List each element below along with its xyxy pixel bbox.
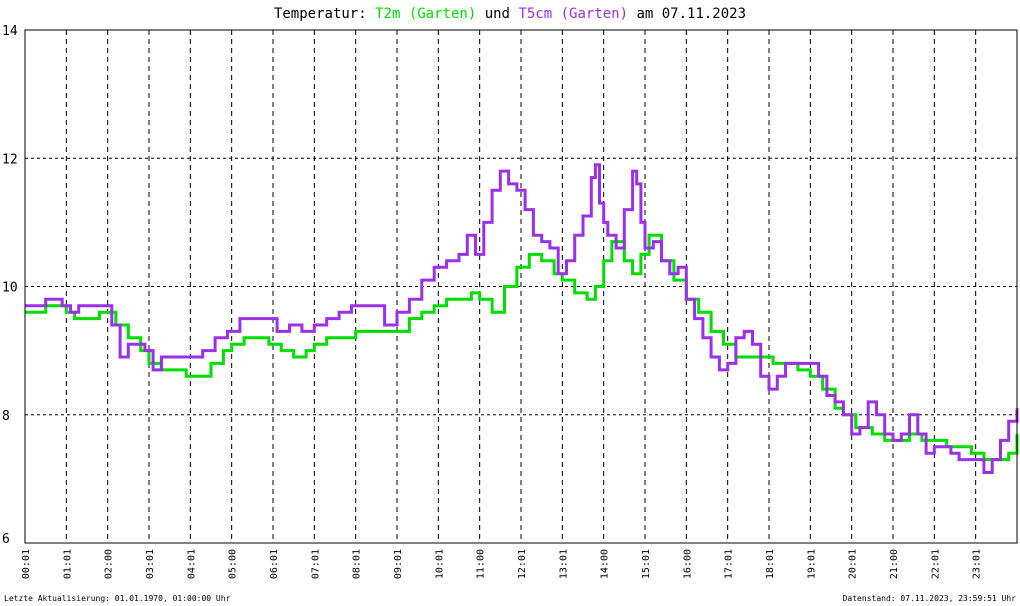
x-tick-label: 14:00 (600, 549, 611, 579)
x-tick-label: 00:01 (21, 549, 32, 579)
x-tick-label: 02:00 (104, 549, 115, 579)
title-series2: T5cm (Garten) (518, 6, 628, 22)
x-tick-label: 03:01 (145, 549, 156, 579)
x-axis-labels: 00:01 01:01 02:00 03:01 04:01 05:00 06:01 07:01… (21, 549, 983, 579)
x-tick-label: 12:01 (517, 549, 528, 579)
title-prefix: Temperatur: (274, 6, 367, 22)
x-tick-label: 08:01 (352, 549, 363, 579)
y-tick-label: 14 (2, 24, 18, 39)
x-tick-label: 22:01 (930, 549, 941, 579)
x-tick-label: 05:00 (228, 549, 239, 579)
y-axis-labels: 6 8 10 12 14 (2, 24, 18, 547)
x-tick-label: 19:01 (806, 549, 817, 579)
x-tick-label: 13:01 (558, 549, 569, 579)
x-tick-label: 06:01 (269, 549, 280, 579)
x-tick-label: 11:00 (476, 549, 487, 579)
x-tick-label: 01:01 (62, 549, 73, 579)
y-tick-label: 10 (2, 281, 18, 296)
footer-last-update: Letzte Aktualisierung: 01.01.1970, 01:00… (4, 594, 231, 603)
x-tick-label: 07:01 (310, 549, 321, 579)
chart-title: Temperatur: T2m (Garten) und T5cm (Garte… (274, 6, 746, 22)
x-tick-label: 17:01 (724, 549, 735, 579)
y-tick-label: 6 (2, 532, 10, 547)
x-tick-label: 10:01 (434, 549, 445, 579)
x-tick-label: 21:00 (889, 549, 900, 579)
plot-frame (24, 29, 1018, 544)
series-t5cm-line (25, 163, 1019, 474)
footer-data-status: Datenstand: 07.11.2023, 23:59:51 Uhr (843, 594, 1017, 603)
y-tick-label: 12 (2, 152, 18, 167)
x-tick-label: 15:01 (641, 549, 652, 579)
x-tick-label: 04:01 (186, 549, 197, 579)
y-tick-label: 8 (2, 409, 10, 424)
x-tick-label: 09:01 (393, 549, 404, 579)
x-tick-label: 23:01 (972, 549, 983, 579)
title-middle: und (485, 6, 510, 22)
x-tick-label: 18:01 (765, 549, 776, 579)
title-series1: T2m (Garten) (375, 6, 476, 22)
series-layer (25, 163, 1019, 474)
x-tick-label: 20:01 (848, 549, 859, 579)
title-suffix: am 07.11.2023 (636, 6, 746, 22)
x-tick-label: 16:00 (682, 549, 693, 579)
